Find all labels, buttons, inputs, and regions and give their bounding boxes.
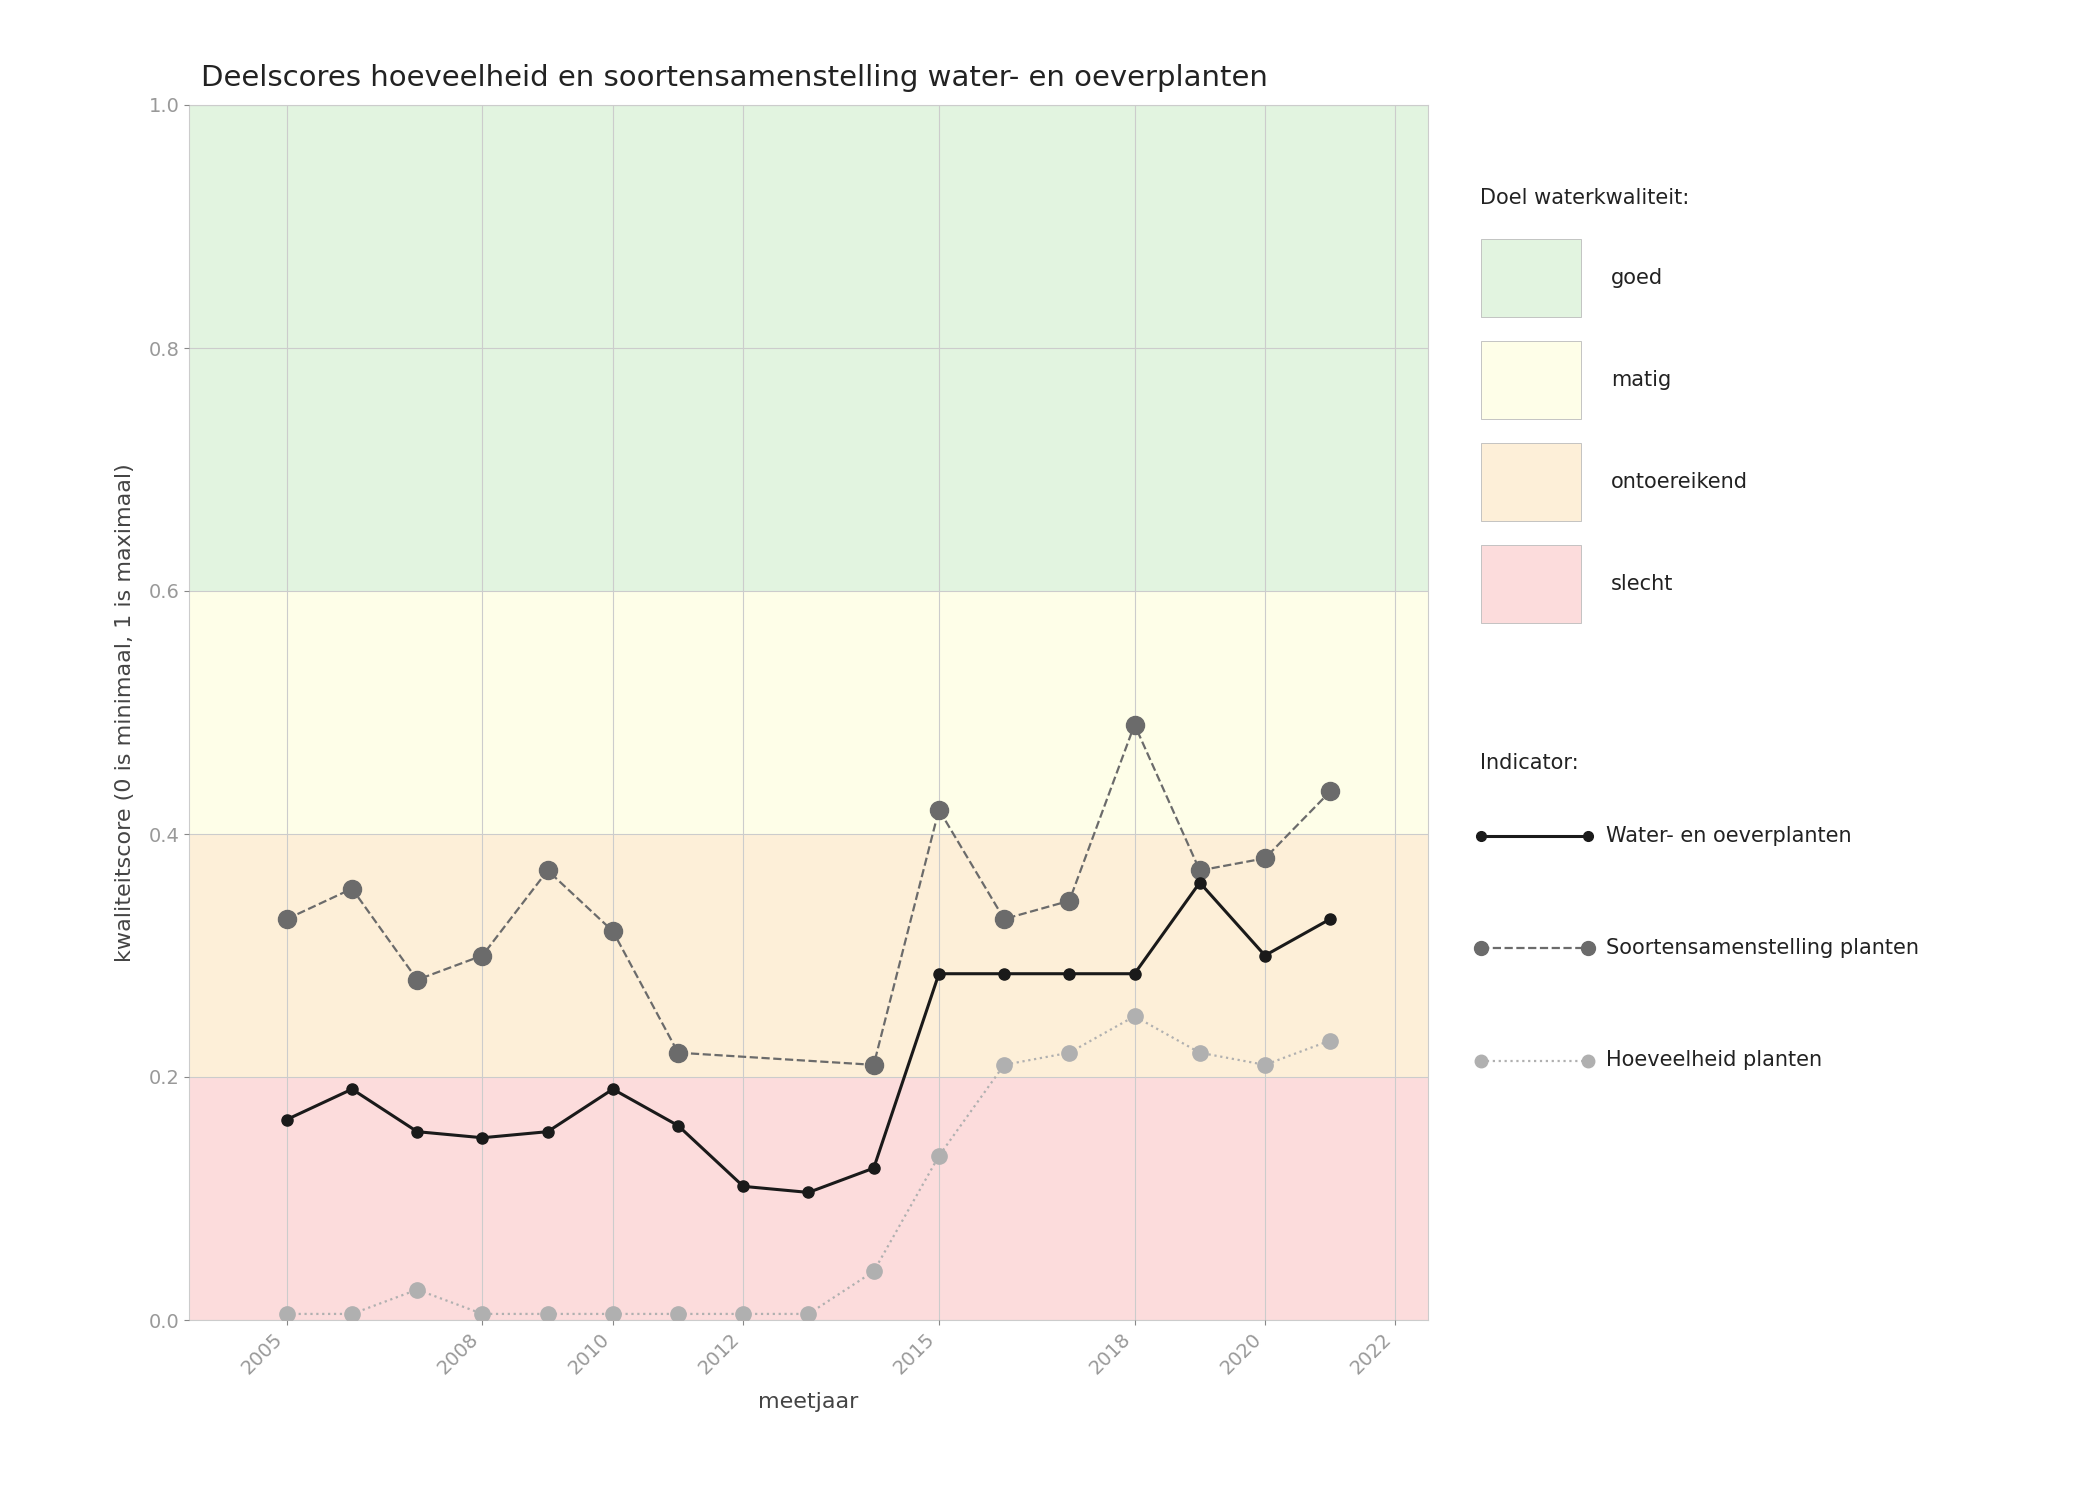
Text: slecht: slecht <box>1611 573 1674 594</box>
Text: goed: goed <box>1611 267 1663 288</box>
Text: matig: matig <box>1611 369 1672 390</box>
Bar <box>189 834 1428 1077</box>
Text: Soortensamenstelling planten: Soortensamenstelling planten <box>1606 938 1919 958</box>
Text: Doel waterkwaliteit:: Doel waterkwaliteit: <box>1480 188 1691 207</box>
Text: ontoereikend: ontoereikend <box>1611 471 1747 492</box>
Text: Water- en oeverplanten: Water- en oeverplanten <box>1606 825 1852 846</box>
Bar <box>189 591 1428 834</box>
Bar <box>189 1077 1428 1320</box>
Text: Deelscores hoeveelheid en soortensamenstelling water- en oeverplanten: Deelscores hoeveelheid en soortensamenst… <box>202 63 1268 92</box>
Text: Indicator:: Indicator: <box>1480 753 1579 772</box>
Y-axis label: kwaliteitscore (0 is minimaal, 1 is maximaal): kwaliteitscore (0 is minimaal, 1 is maxi… <box>116 464 134 962</box>
Text: Hoeveelheid planten: Hoeveelheid planten <box>1606 1050 1823 1071</box>
Bar <box>189 93 1428 591</box>
X-axis label: meetjaar: meetjaar <box>758 1392 859 1411</box>
